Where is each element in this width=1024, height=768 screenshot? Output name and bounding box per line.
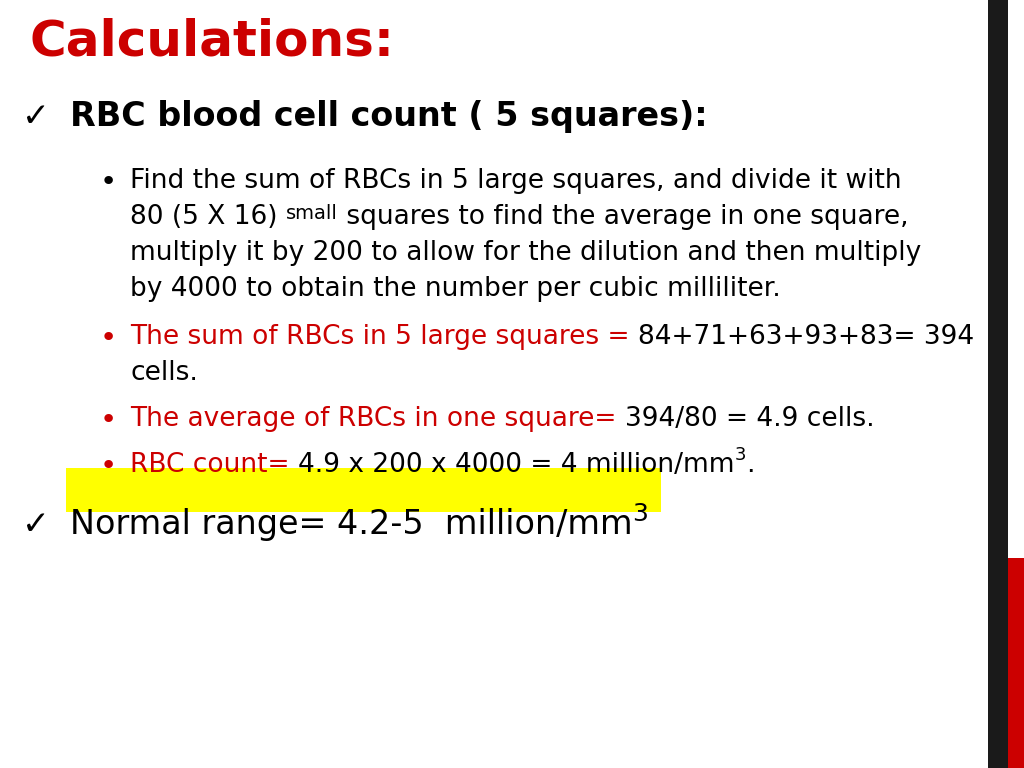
Text: ✓: ✓ <box>22 508 50 541</box>
Text: The sum of RBCs in 5 large squares =: The sum of RBCs in 5 large squares = <box>130 324 638 350</box>
Text: 4.9 x 200 x 4000 = 4 million/mm: 4.9 x 200 x 4000 = 4 million/mm <box>298 452 734 478</box>
Text: .: . <box>745 452 755 478</box>
Text: 3: 3 <box>734 446 745 464</box>
FancyBboxPatch shape <box>66 468 660 512</box>
Text: •: • <box>100 406 118 434</box>
Text: The average of RBCs in one square=: The average of RBCs in one square= <box>130 406 625 432</box>
Bar <box>1008 558 1024 768</box>
Text: Find the sum of RBCs in 5 large squares, and divide it with: Find the sum of RBCs in 5 large squares,… <box>130 168 901 194</box>
Text: ✓: ✓ <box>22 100 50 133</box>
Bar <box>988 0 1008 768</box>
Text: squares to find the average in one square,: squares to find the average in one squar… <box>338 204 908 230</box>
Text: RBC count=: RBC count= <box>130 452 298 478</box>
Text: •: • <box>100 452 118 480</box>
Text: cells.: cells. <box>130 360 198 386</box>
Text: •: • <box>100 324 118 352</box>
Text: RBC blood cell count ( 5 squares):: RBC blood cell count ( 5 squares): <box>70 100 708 133</box>
Text: multiply it by 200 to allow for the dilution and then multiply: multiply it by 200 to allow for the dilu… <box>130 240 922 266</box>
Text: 394/80 = 4.9 cells.: 394/80 = 4.9 cells. <box>625 406 874 432</box>
Text: 80 (5 X 16): 80 (5 X 16) <box>130 204 286 230</box>
Text: small: small <box>286 204 338 223</box>
Text: Calculations:: Calculations: <box>30 18 395 66</box>
Text: Normal range= 4.2-5  million/mm: Normal range= 4.2-5 million/mm <box>70 508 633 541</box>
Text: by 4000 to obtain the number per cubic milliliter.: by 4000 to obtain the number per cubic m… <box>130 276 780 302</box>
Text: 84+71+63+93+83= 394: 84+71+63+93+83= 394 <box>638 324 974 350</box>
Text: •: • <box>100 168 118 196</box>
Text: 3: 3 <box>633 502 648 526</box>
